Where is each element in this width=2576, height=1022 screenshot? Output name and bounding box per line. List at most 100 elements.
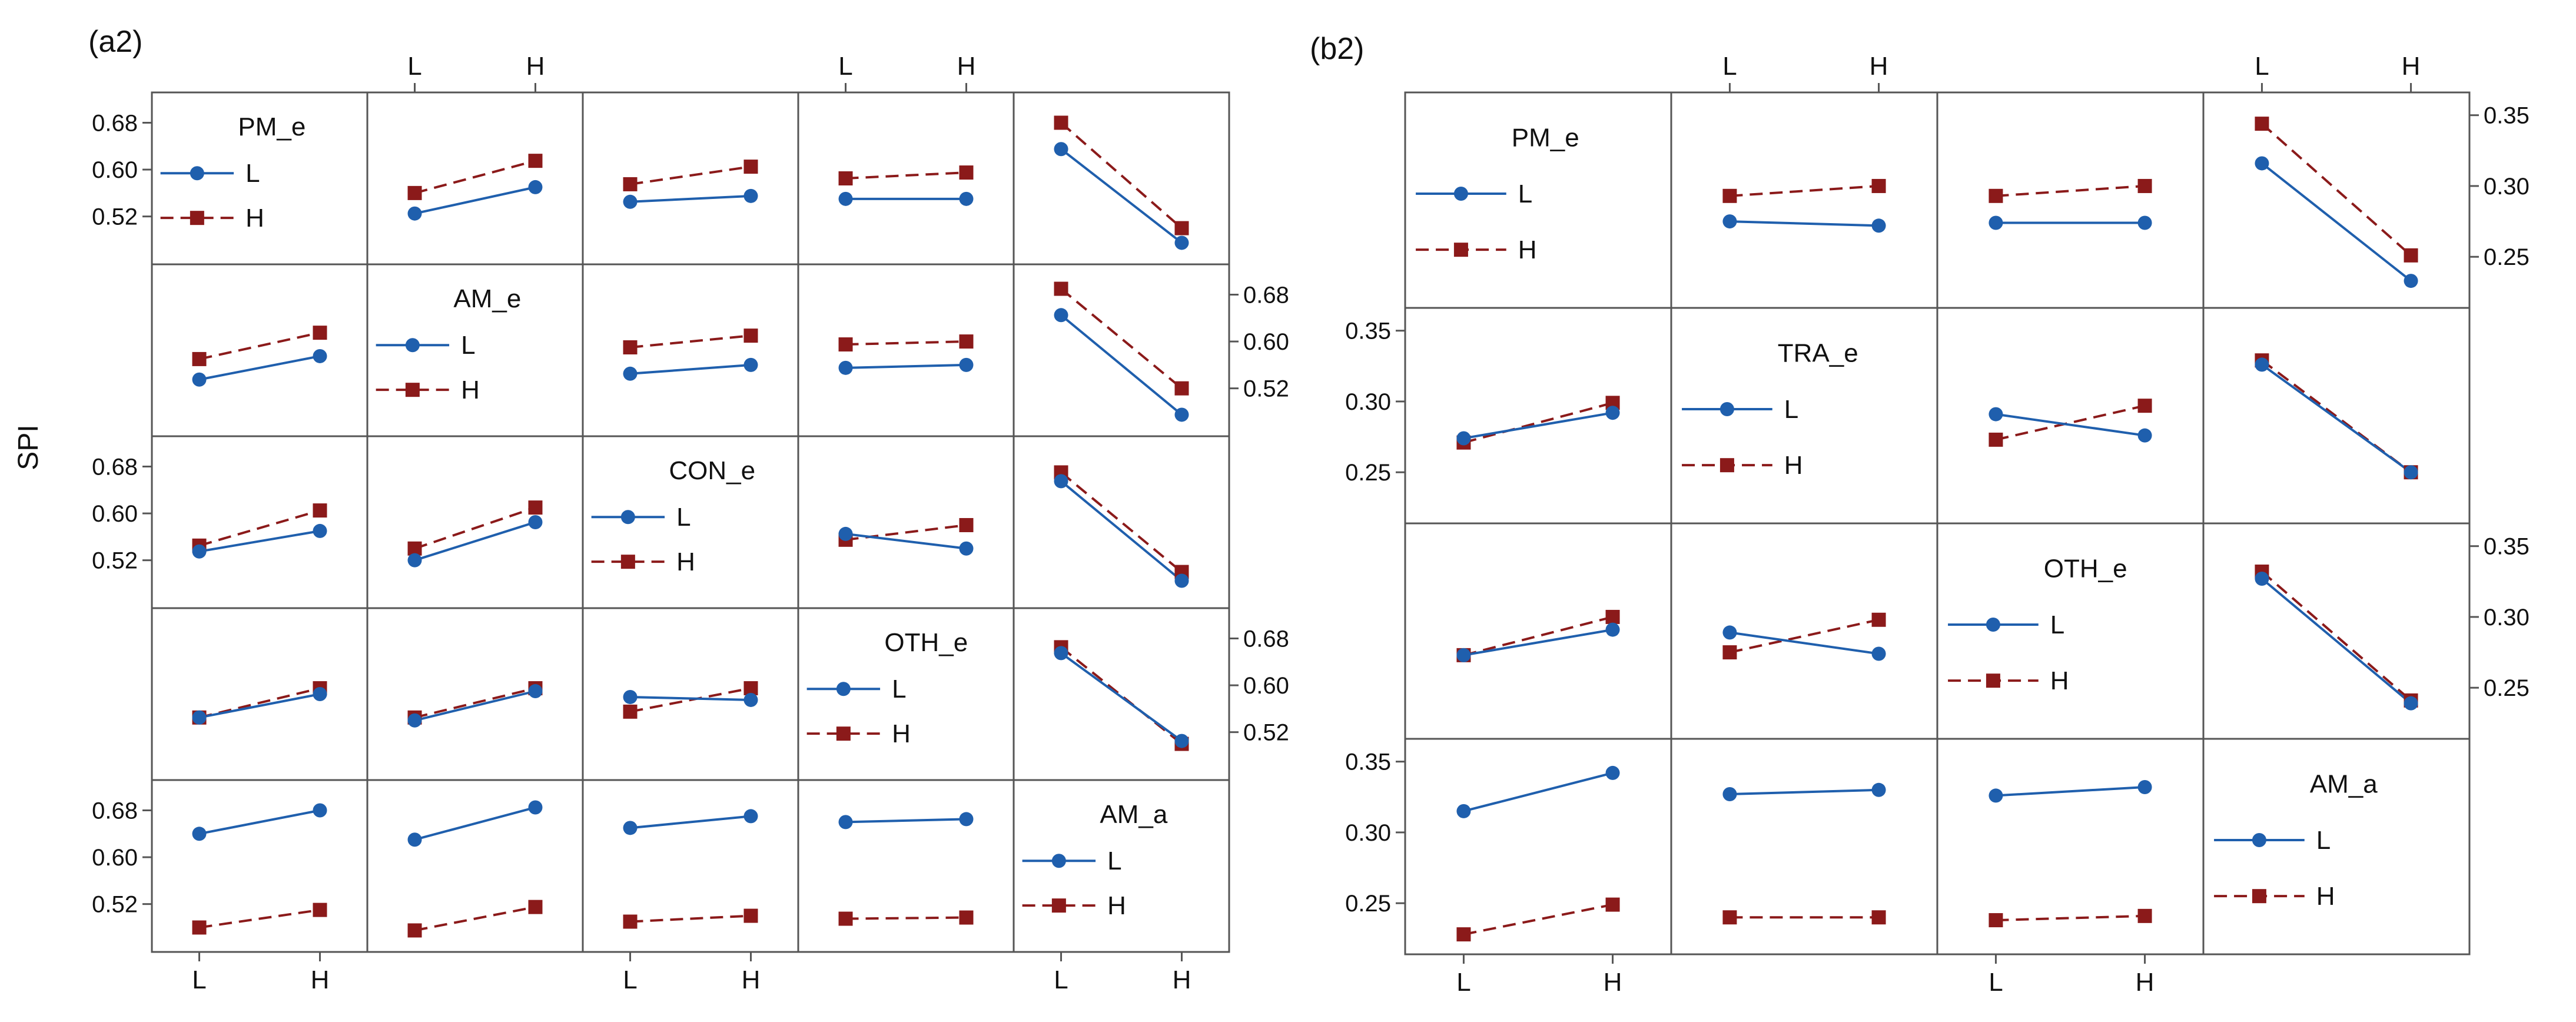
right-y-tick-label: 0.30 — [2484, 605, 2529, 631]
left-y-tick-label: 0.35 — [1345, 318, 1391, 344]
legend-factor-name: PM_e — [1512, 124, 1579, 152]
series-L-line — [1060, 652, 1183, 742]
series-L-point — [528, 180, 543, 194]
series-L-point — [192, 710, 207, 725]
series-H-line — [1060, 646, 1183, 745]
series-L-point — [1605, 765, 1620, 780]
series-H-line — [199, 908, 320, 929]
series-H-point — [192, 920, 207, 935]
series-H-line — [1996, 184, 2145, 197]
series-H-line — [845, 340, 967, 346]
bottom-level-label-H: H — [311, 965, 330, 994]
legend-L-label: L — [245, 159, 260, 188]
series-L-point — [313, 349, 327, 363]
series-H-line — [1729, 184, 1879, 197]
series-L-point — [1456, 431, 1471, 446]
right-y-tick-label: 0.68 — [1243, 626, 1289, 652]
panel-0-cell-frame-r0-c4 — [1013, 91, 1230, 266]
left-y-tick-label: 0.52 — [92, 892, 138, 918]
series-L-point — [2255, 357, 2269, 372]
left-y-tick-label: 0.30 — [1345, 820, 1391, 846]
panel-0-cell-frame-r1-c4 — [1013, 263, 1230, 437]
legend-H-marker — [1453, 243, 1468, 257]
left-y-tick-label: 0.52 — [92, 548, 138, 574]
series-H-point — [528, 500, 543, 515]
panel-1-cell-frame-r3-c2 — [1936, 738, 2205, 955]
series-L-line — [414, 690, 536, 722]
legend-H-marker — [620, 555, 635, 569]
series-H-point — [743, 160, 758, 174]
series-L-line — [2261, 363, 2412, 473]
panel-1-cell-frame-r0-c1 — [1670, 91, 1938, 309]
legend-L-label: L — [2050, 610, 2064, 639]
legend-H-marker — [190, 211, 204, 225]
series-H-point — [1871, 910, 1886, 925]
series-L-point — [528, 684, 543, 699]
series-L-line — [845, 363, 967, 369]
series-L-point — [2404, 465, 2418, 480]
series-L-point — [838, 360, 853, 375]
series-L-line — [1729, 788, 1879, 796]
series-L-point — [1722, 787, 1737, 802]
panel-1-cell-frame-r0-c3 — [2202, 91, 2471, 309]
series-L-line — [414, 521, 536, 562]
series-L-point — [528, 800, 543, 815]
legend-factor-name: AM_a — [2310, 770, 2378, 799]
series-L-point — [743, 188, 758, 203]
series-H-point — [959, 910, 974, 925]
series-L-point — [1054, 474, 1068, 489]
series-L-point — [2137, 779, 2152, 794]
legend-factor-name: CON_e — [669, 456, 755, 485]
top-level-label-L: L — [1722, 52, 1737, 81]
left-y-tick-label: 0.25 — [1345, 460, 1391, 486]
series-H-line — [630, 914, 751, 923]
series-H-point — [1174, 381, 1189, 396]
right-y-tick-label: 0.68 — [1243, 282, 1289, 308]
panel-0-cell-frame-r0-c2 — [582, 91, 799, 266]
series-H-line — [630, 334, 751, 349]
top-level-label-H: H — [1870, 52, 1888, 81]
series-L-line — [630, 695, 751, 701]
bottom-level-label-H: H — [2136, 968, 2155, 997]
series-H-line — [1060, 287, 1183, 390]
series-H-point — [313, 326, 327, 340]
bottom-level-label-L: L — [1054, 965, 1068, 994]
left-y-tick-label: 0.60 — [92, 157, 138, 183]
series-L-point — [2404, 274, 2418, 288]
series-H-point — [959, 165, 974, 180]
series-H-line — [414, 687, 536, 719]
legend-H-label: H — [892, 719, 911, 748]
legend-L-marker — [190, 166, 204, 181]
bottom-level-label-L: L — [192, 965, 206, 994]
legend-L-marker — [2252, 833, 2266, 848]
series-L-point — [1722, 625, 1737, 640]
series-L-point — [959, 541, 974, 556]
panel-0-cell-frame-r2-c0 — [151, 435, 369, 609]
series-H-point — [1989, 188, 2003, 203]
legend-L-marker — [620, 510, 635, 525]
series-L-point — [2404, 696, 2418, 711]
legend-factor-name: AM_e — [453, 284, 521, 313]
series-L-line — [199, 354, 320, 381]
series-L-line — [414, 806, 536, 841]
series-L-line — [630, 194, 751, 203]
panel-0-cell-frame-r2-c3 — [797, 435, 1015, 609]
top-level-label-H: H — [526, 52, 545, 81]
legend-L-label: L — [892, 675, 906, 704]
panel-0-cell-frame-r0-c3 — [797, 91, 1015, 266]
series-H-line — [1463, 402, 1614, 444]
legend-L-marker — [405, 338, 420, 353]
series-L-point — [1174, 734, 1189, 748]
series-H-line — [1995, 404, 2146, 441]
series-H-point — [838, 911, 853, 926]
series-L-point — [1054, 142, 1068, 157]
legend-L-label: L — [2316, 826, 2331, 855]
series-L-line — [1463, 412, 1613, 440]
series-H-point — [838, 171, 853, 185]
series-L-line — [199, 693, 320, 719]
panel-0-cell-frame-r3-c0 — [151, 607, 369, 781]
series-H-line — [199, 331, 320, 360]
series-L-point — [1605, 622, 1620, 637]
legend-H-marker — [1719, 458, 1734, 473]
left-y-tick-label: 0.25 — [1345, 891, 1391, 917]
